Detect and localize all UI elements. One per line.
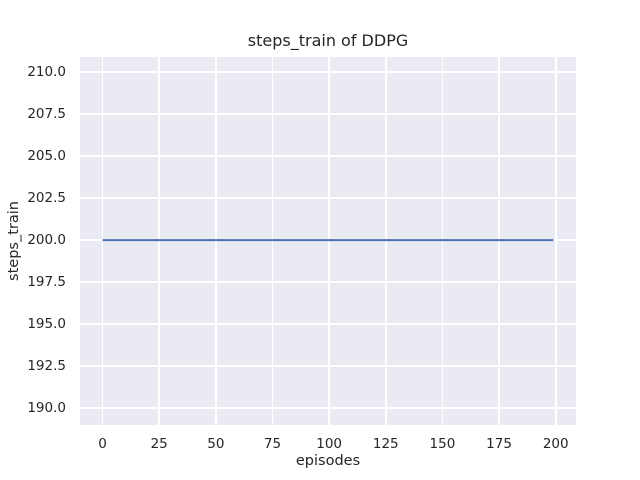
- x-tick-label: 175: [486, 436, 512, 452]
- x-tick-label: 100: [316, 436, 343, 452]
- y-axis-label: steps_train: [6, 201, 22, 281]
- gridline-horizontal: [80, 113, 576, 115]
- y-tick-label: 202.5: [27, 190, 66, 207]
- gridline-horizontal: [80, 365, 576, 367]
- x-tick-label: 25: [150, 436, 168, 452]
- gridline-horizontal: [80, 323, 576, 325]
- gridline-horizontal: [80, 281, 576, 283]
- chart-title: steps_train of DDPG: [247, 31, 409, 50]
- y-tick-label: 197.5: [27, 274, 66, 291]
- y-tick-label: 207.5: [27, 106, 66, 123]
- gridline-vertical: [101, 57, 104, 425]
- gridline-horizontal: [80, 71, 576, 73]
- x-tick-label: 0: [98, 436, 107, 452]
- x-tick-label: 200: [542, 436, 569, 452]
- y-tick-label: 200.0: [27, 232, 66, 249]
- gridline-vertical: [554, 57, 557, 425]
- series-layer: [102, 239, 554, 242]
- gridline-horizontal: [80, 407, 576, 409]
- gridline-horizontal: [80, 197, 576, 199]
- y-tick-label: 195.0: [27, 316, 66, 333]
- y-tick-label: 205.0: [27, 148, 66, 165]
- x-tick-label: 50: [207, 436, 225, 452]
- x-tick-label: 125: [372, 436, 399, 452]
- y-tick-label: 190.0: [27, 400, 66, 417]
- plot-area: 190.0 192.5 195.0 197.5 200.0 202.5 205.0 207.5…: [27, 57, 576, 452]
- y-tick-label: 192.5: [27, 358, 66, 375]
- x-tick-label: 150: [429, 436, 456, 452]
- x-tick-label: 75: [263, 436, 282, 452]
- x-axis-label: episodes: [295, 453, 361, 469]
- gridline-horizontal: [80, 155, 576, 157]
- y-tick-label: 210.0: [27, 64, 66, 81]
